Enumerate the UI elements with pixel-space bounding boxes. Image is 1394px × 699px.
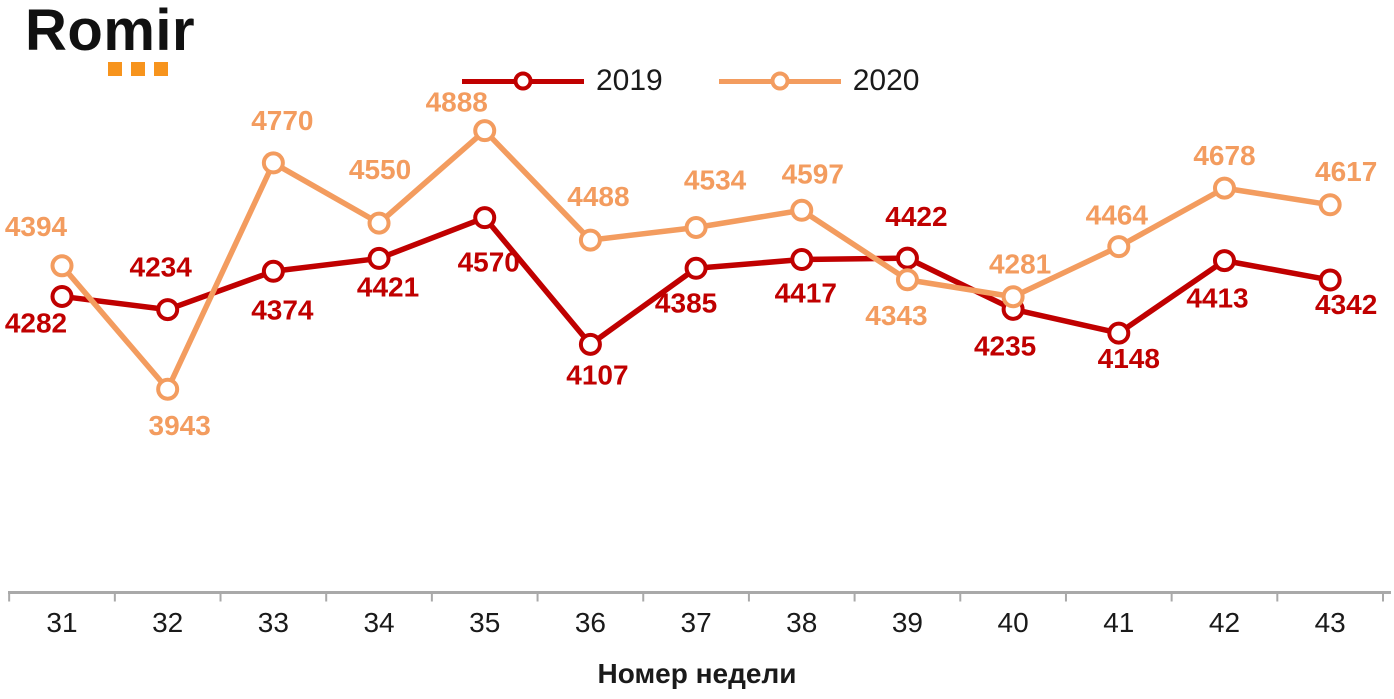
- legend-item-2020: 2020: [718, 64, 920, 97]
- data-point-marker-2020: [50, 254, 74, 278]
- data-point-marker-2020: [1001, 285, 1025, 309]
- data-label-2020: 4488: [567, 181, 629, 212]
- data-label-2020: 4394: [5, 211, 68, 242]
- x-tick-label: 35: [469, 607, 500, 638]
- data-label-2019: 4422: [885, 201, 947, 232]
- data-label-2019: 4570: [458, 247, 520, 278]
- data-label-2019: 4385: [655, 287, 717, 318]
- data-label-2020: 4534: [684, 165, 747, 196]
- data-label-2019: 4413: [1186, 283, 1248, 314]
- data-point-marker-2020: [473, 119, 497, 143]
- data-point-marker-2020: [684, 216, 708, 240]
- data-label-2020: 4281: [989, 249, 1051, 280]
- data-label-2020: 4343: [865, 300, 927, 331]
- data-point-marker-2019: [578, 332, 602, 356]
- data-label-2020: 4888: [426, 87, 488, 118]
- x-tick-label: 40: [998, 607, 1029, 638]
- data-label-2019: 4374: [251, 294, 314, 325]
- legend-label-2020: 2020: [852, 64, 920, 97]
- legend-circle-icon: [770, 71, 790, 91]
- data-label-2019: 4417: [775, 278, 837, 309]
- x-tick-label: 31: [46, 607, 77, 638]
- logo-dot-icon: [108, 62, 122, 76]
- data-point-marker-2019: [473, 206, 497, 230]
- data-label-2020: 4617: [1315, 156, 1377, 187]
- legend-label-2019: 2019: [596, 64, 663, 97]
- x-tick-label: 38: [786, 607, 817, 638]
- data-label-2020: 3943: [149, 410, 211, 441]
- data-point-marker-2020: [895, 268, 919, 292]
- x-tick-label: 34: [363, 607, 394, 638]
- x-tick-label: 36: [575, 607, 606, 638]
- data-label-2020: 4464: [1086, 200, 1149, 231]
- data-point-marker-2020: [261, 151, 285, 175]
- data-point-marker-2020: [156, 377, 180, 401]
- x-tick-label: 41: [1103, 607, 1134, 638]
- data-label-2019: 4342: [1315, 289, 1377, 320]
- logo-dot-icon: [154, 62, 168, 76]
- x-tick-label: 39: [892, 607, 923, 638]
- data-label-2019: 4421: [357, 271, 419, 302]
- data-label-2019: 4107: [566, 359, 628, 390]
- data-label-2020: 4678: [1193, 140, 1255, 171]
- data-point-marker-2019: [1107, 321, 1131, 345]
- data-point-marker-2020: [1107, 235, 1131, 259]
- data-point-marker-2019: [50, 284, 74, 308]
- data-point-marker-2019: [367, 246, 391, 270]
- data-point-marker-2019: [1212, 249, 1236, 273]
- data-point-marker-2019: [261, 259, 285, 283]
- data-point-marker-2020: [790, 198, 814, 222]
- data-point-marker-2020: [1318, 193, 1342, 217]
- data-point-marker-2019: [156, 298, 180, 322]
- x-axis-title: Номер недели: [597, 658, 797, 689]
- legend-line-marker-2019-icon: [462, 69, 584, 93]
- data-label-2019: 4148: [1098, 343, 1160, 374]
- x-tick-label: 43: [1315, 607, 1346, 638]
- logo-text: Romir: [25, 0, 196, 63]
- legend-circle-icon: [513, 71, 533, 91]
- chart-legend: 2019 2020: [462, 66, 920, 96]
- logo-dot-icon: [131, 62, 145, 76]
- romir-logo: Romir: [25, 2, 195, 76]
- legend-line-marker-2020-icon: [718, 69, 841, 93]
- data-label-2019: 4282: [5, 307, 67, 338]
- data-point-marker-2019: [1318, 268, 1342, 292]
- x-tick-label: 37: [681, 607, 712, 638]
- x-tick-label: 33: [258, 607, 289, 638]
- data-label-2019: 4234: [130, 252, 193, 283]
- data-label-2020: 4597: [782, 158, 844, 189]
- x-tick-label: 42: [1209, 607, 1240, 638]
- data-label-2020: 4770: [251, 105, 313, 136]
- data-point-marker-2020: [578, 228, 602, 252]
- data-point-marker-2019: [684, 256, 708, 280]
- data-point-marker-2020: [367, 211, 391, 235]
- legend-item-2019: 2019: [462, 66, 663, 96]
- data-point-marker-2020: [1212, 176, 1236, 200]
- data-label-2019: 4235: [974, 330, 1036, 361]
- x-tick-label: 32: [152, 607, 183, 638]
- data-label-2020: 4550: [349, 154, 411, 185]
- logo-dots: [108, 62, 195, 76]
- data-point-marker-2019: [895, 246, 919, 270]
- data-point-marker-2019: [790, 248, 814, 272]
